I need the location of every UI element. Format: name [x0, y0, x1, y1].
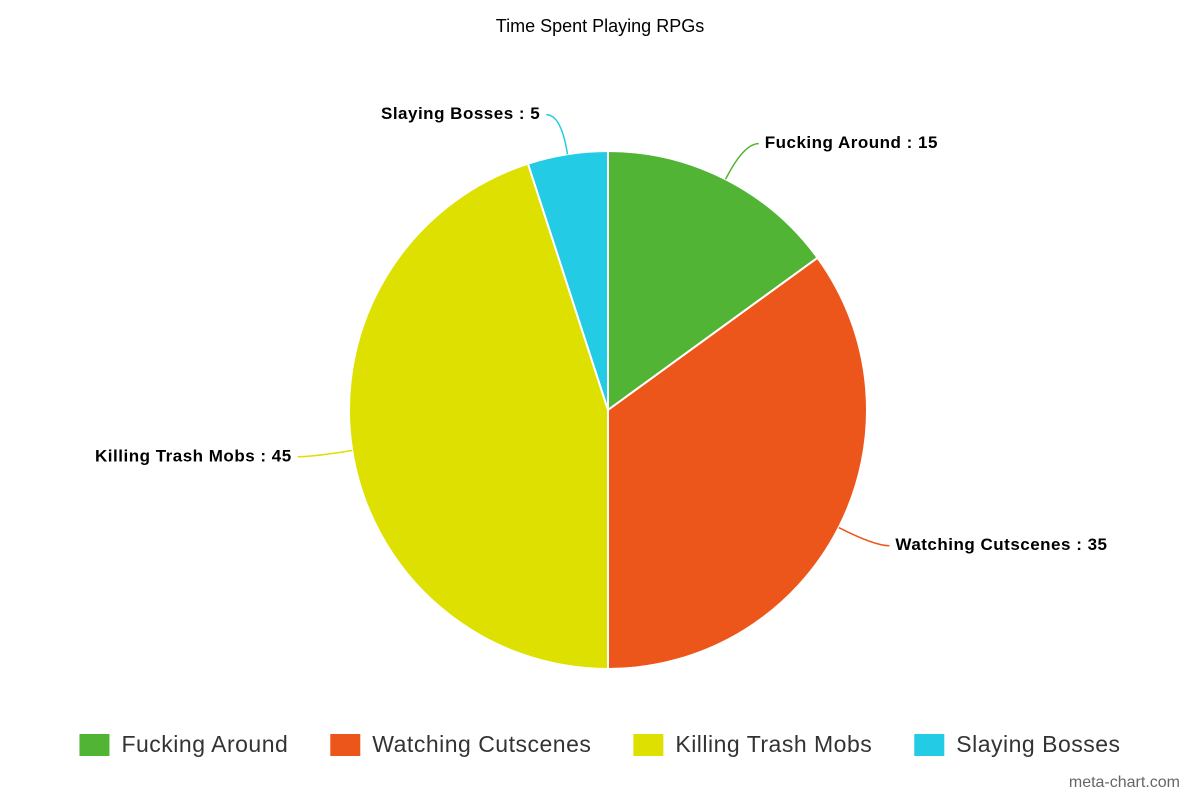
legend-label: Watching Cutscenes [372, 731, 591, 757]
pie-slice [526, 149, 609, 411]
chart-title: Time Spent Playing RPGs [496, 16, 704, 36]
legend-swatch [633, 734, 664, 756]
credit: meta-chart.com [1069, 774, 1180, 791]
pie-slice [348, 162, 609, 671]
pie-slice [607, 256, 868, 671]
data-label: Slaying Bosses : 5 [381, 104, 540, 123]
data-label: Watching Cutscenes : 35 [895, 535, 1107, 554]
data-label: Fucking Around : 15 [765, 133, 938, 152]
legend-label: Fucking Around [121, 731, 288, 757]
data-label: Killing Trash Mobs : 45 [95, 446, 292, 465]
leader-line [838, 526, 890, 547]
leader-line [546, 113, 569, 155]
legend-label: Killing Trash Mobs [675, 731, 872, 757]
leader-line [724, 142, 759, 180]
leader-line [297, 449, 353, 458]
legend-swatch [330, 734, 361, 756]
legend-swatch [914, 734, 945, 756]
pie-slice [607, 149, 819, 412]
legend-swatch [79, 734, 110, 756]
legend-label: Slaying Bosses [956, 731, 1120, 757]
